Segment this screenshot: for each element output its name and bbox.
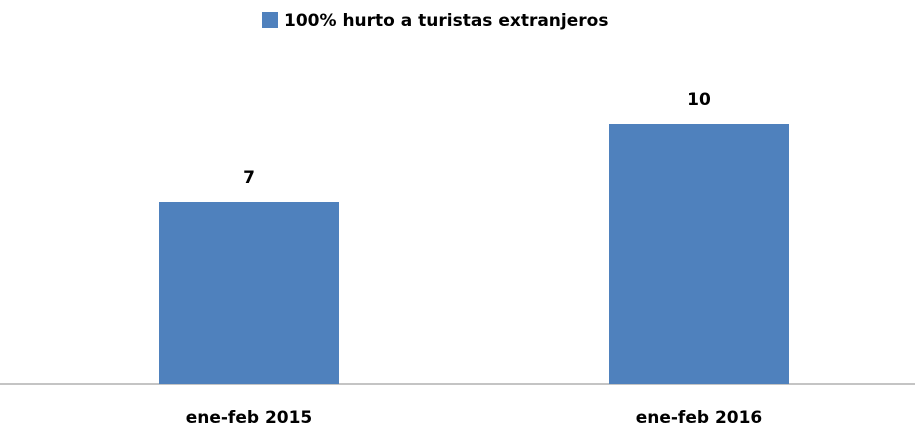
x-tick-label: ene-feb 2015 bbox=[186, 408, 313, 428]
legend-swatch bbox=[262, 12, 278, 28]
data-label: 10 bbox=[687, 90, 711, 110]
data-label: 7 bbox=[243, 168, 255, 188]
bar bbox=[609, 124, 789, 384]
x-tick-label: ene-feb 2016 bbox=[636, 408, 763, 428]
bar bbox=[159, 202, 339, 384]
legend-label: 100% hurto a turistas extranjeros bbox=[284, 11, 608, 31]
